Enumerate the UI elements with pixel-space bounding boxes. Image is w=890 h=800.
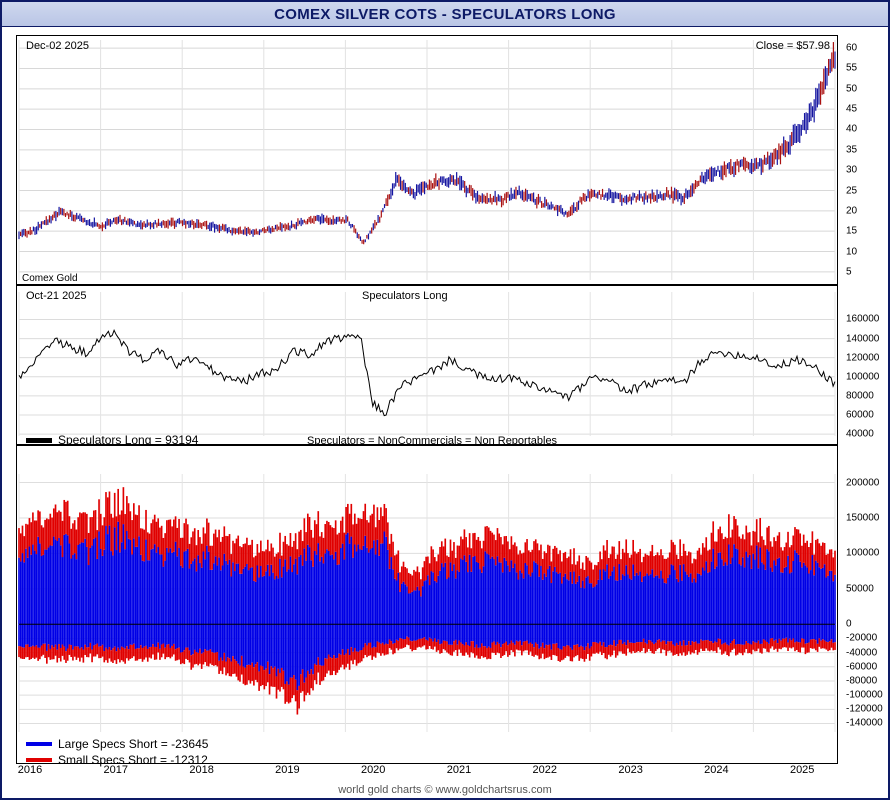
legend-small-specs-short: Small Specs Short = -12312 bbox=[26, 753, 208, 767]
legend-label-small-specs-short: Small Specs Short = -12312 bbox=[58, 753, 208, 767]
y-tick-label: 15 bbox=[846, 225, 858, 237]
x-axis: 2016 2017 2018 2019 2020 2021 2022 2023 2024 2025 bbox=[16, 764, 874, 780]
legend-speculators-long: Speculators Long = 93194 bbox=[26, 433, 198, 447]
x-tick-label: 2024 bbox=[704, 764, 729, 776]
y-tick-label: 50 bbox=[846, 83, 858, 95]
y-tick-label: 60 bbox=[846, 42, 858, 54]
positions-y-axis-labels: 200000 150000 100000 50000 0 -20000 -40000 -600… bbox=[842, 445, 888, 764]
y-tick-label: 200000 bbox=[846, 477, 880, 488]
legend-swatch-small-specs-short bbox=[26, 758, 52, 762]
positions-pane bbox=[16, 445, 838, 764]
legend-label-large-specs-short: Large Specs Short = -23645 bbox=[58, 737, 209, 751]
x-tick-label: 2016 bbox=[17, 764, 43, 776]
window-title-bar: COMEX SILVER COTS - SPECULATORS LONG bbox=[2, 2, 888, 27]
speculators-long-pane bbox=[16, 285, 838, 445]
y-tick-label: 120000 bbox=[846, 352, 880, 364]
x-tick-label: 2018 bbox=[189, 764, 214, 776]
y-tick-label: -140000 bbox=[846, 717, 883, 729]
specs-date-label: Oct-21 2025 bbox=[26, 290, 87, 302]
y-tick-label: 50000 bbox=[846, 583, 874, 595]
x-tick-label: 2023 bbox=[618, 764, 643, 776]
speculators-long-plot bbox=[18, 292, 836, 436]
y-tick-label: 80000 bbox=[846, 390, 874, 402]
y-tick-label: 100000 bbox=[846, 371, 880, 383]
x-tick-label: 2025 bbox=[789, 764, 815, 776]
price-plot bbox=[18, 40, 836, 280]
legend-note-speculators: Speculators = NonCommercials = Non Repor… bbox=[307, 435, 558, 447]
price-y-axis-labels: 60 55 50 45 40 35 30 25 20 15 10 5 bbox=[842, 35, 888, 285]
y-tick-label: 150000 bbox=[846, 512, 880, 524]
y-tick-label: 25 bbox=[846, 185, 858, 196]
y-tick-label: 40000 bbox=[846, 428, 874, 440]
specs-y-axis-labels: 160000 140000 120000 100000 80000 60000 40000 bbox=[842, 285, 888, 445]
legend-swatch-large-specs-short bbox=[26, 742, 52, 746]
x-tick-label: 2021 bbox=[446, 764, 472, 776]
y-tick-label: 30 bbox=[846, 164, 858, 176]
price-date-label: Dec-02 2025 bbox=[26, 40, 89, 52]
legend-swatch-speculators-long bbox=[26, 437, 52, 443]
page-title: COMEX SILVER COTS - SPECULATORS LONG bbox=[274, 5, 616, 23]
y-tick-label: 100000 bbox=[846, 547, 880, 559]
x-tick-label: 2022 bbox=[532, 764, 558, 776]
y-tick-label: -20000 bbox=[846, 632, 878, 644]
y-tick-label: 35 bbox=[846, 144, 858, 156]
y-tick-label: 160000 bbox=[846, 313, 880, 325]
y-tick-label: -40000 bbox=[846, 647, 878, 659]
footer-credit: world gold charts © www.goldchartsrus.co… bbox=[338, 784, 552, 796]
y-tick-label: 45 bbox=[846, 103, 858, 115]
price-close-label: Close = $57.98 bbox=[755, 40, 830, 52]
y-tick-label: 0 bbox=[846, 618, 852, 630]
y-tick-label: 10 bbox=[846, 246, 858, 258]
legend-large-specs-short: Large Specs Short = -23645 bbox=[26, 737, 208, 751]
y-tick-label: -80000 bbox=[846, 675, 878, 687]
y-tick-label: 60000 bbox=[846, 409, 874, 421]
x-tick-label: 2017 bbox=[103, 764, 129, 776]
y-tick-label: 20 bbox=[846, 205, 858, 217]
y-tick-label: -60000 bbox=[846, 661, 878, 673]
y-tick-label: 5 bbox=[846, 266, 852, 278]
y-tick-label: 140000 bbox=[846, 333, 880, 345]
y-tick-label: -120000 bbox=[846, 703, 883, 715]
y-tick-label: 55 bbox=[846, 62, 858, 74]
legend-label-speculators-long: Speculators Long = 93194 bbox=[58, 433, 199, 447]
y-tick-label: -100000 bbox=[846, 689, 883, 701]
price-pane bbox=[16, 35, 838, 285]
positions-plot bbox=[18, 474, 836, 732]
x-tick-label: 2020 bbox=[360, 764, 386, 776]
specs-pane-title: Speculators Long bbox=[362, 290, 448, 302]
x-tick-label: 2019 bbox=[275, 764, 300, 776]
y-tick-label: 40 bbox=[846, 123, 858, 135]
price-series-label: Comex Gold bbox=[22, 273, 78, 284]
